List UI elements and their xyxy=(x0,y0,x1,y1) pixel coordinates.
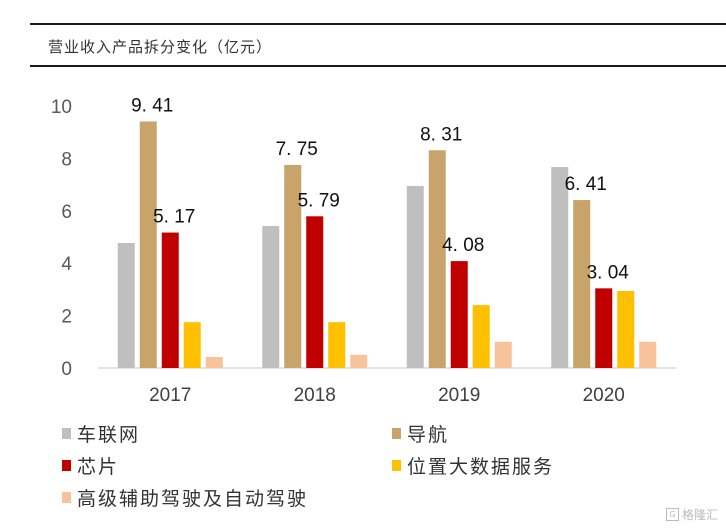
legend-swatch xyxy=(392,460,401,471)
y-tick-label: 4 xyxy=(61,254,72,275)
legend-item: 位置大数据服务 xyxy=(392,452,554,479)
title-bottom-rule xyxy=(30,65,726,67)
x-axis: 2017 2018 2019 2020 xyxy=(149,385,625,406)
legend-swatch xyxy=(392,428,401,439)
bar-2019-series-2 xyxy=(450,261,468,368)
legend-label: 芯片 xyxy=(77,456,120,478)
y-axis: 0 2 4 6 8 10 xyxy=(51,97,73,380)
bar-chart: 0 2 4 6 8 10 9. 41 5. 17 7. 75 5. 79 8. 31 4. 08 6.… xyxy=(51,95,676,406)
bar-2017-series-1 xyxy=(139,121,157,368)
data-label: 9. 41 xyxy=(131,95,173,116)
bar-2020-series-2 xyxy=(595,288,613,368)
bar-2017-series-3 xyxy=(183,322,201,368)
y-tick-label: 6 xyxy=(61,202,72,223)
y-tick-label: 2 xyxy=(61,307,72,328)
legend-label: 导航 xyxy=(407,424,450,446)
x-tick-label: 2017 xyxy=(149,385,191,406)
legend-swatch xyxy=(62,492,71,503)
bar-2019-series-0 xyxy=(406,185,424,368)
title-top-rule xyxy=(30,23,726,25)
bar-2018-series-0 xyxy=(262,225,280,368)
bar-2020-series-1 xyxy=(573,200,591,368)
legend-item: 导航 xyxy=(392,420,449,447)
legend-label: 高级辅助驾驶及自动驾驶 xyxy=(77,488,309,510)
bar-2017-series-0 xyxy=(117,243,135,368)
data-label: 4. 08 xyxy=(442,235,484,256)
data-label: 6. 41 xyxy=(565,174,607,195)
bar-2019-series-3 xyxy=(472,305,490,368)
watermark: G 格隆汇 xyxy=(665,506,718,523)
legend-label: 车联网 xyxy=(77,424,141,446)
y-tick-label: 10 xyxy=(51,97,72,118)
data-label: 5. 17 xyxy=(153,207,195,228)
data-label: 5. 79 xyxy=(298,190,340,211)
bar-2017-series-4 xyxy=(205,356,223,368)
y-tick-label: 8 xyxy=(61,149,72,170)
watermark-text: 格隆汇 xyxy=(681,508,718,522)
legend-swatch xyxy=(62,428,71,439)
legend-item: 高级辅助驾驶及自动驾驶 xyxy=(62,484,308,511)
x-tick-label: 2018 xyxy=(294,385,336,406)
y-tick-label: 0 xyxy=(61,359,72,380)
bar-2020-series-4 xyxy=(639,341,657,368)
legend-item: 芯片 xyxy=(62,452,119,479)
bar-2017-series-2 xyxy=(161,232,179,368)
data-label: 3. 04 xyxy=(587,262,630,283)
legend-swatch xyxy=(62,460,71,471)
bars-group xyxy=(117,121,657,368)
bar-2018-series-1 xyxy=(284,164,302,368)
data-labels-group: 9. 41 5. 17 7. 75 5. 79 8. 31 4. 08 6. 41 3. 04 xyxy=(131,95,629,283)
x-tick-label: 2019 xyxy=(438,385,480,406)
bar-2018-series-4 xyxy=(350,354,368,368)
gelonghui-logo-icon: G xyxy=(665,508,679,521)
bar-2019-series-1 xyxy=(428,150,446,368)
data-label: 8. 31 xyxy=(420,124,462,145)
bar-2020-series-3 xyxy=(617,290,635,368)
bar-2018-series-3 xyxy=(328,322,346,368)
bar-2020-series-0 xyxy=(551,167,569,368)
data-label: 7. 75 xyxy=(276,139,318,160)
legend-label: 位置大数据服务 xyxy=(407,456,555,478)
bar-2019-series-4 xyxy=(494,341,512,368)
chart-title: 营业收入产品拆分变化（亿元） xyxy=(48,38,273,56)
x-tick-label: 2020 xyxy=(583,385,625,406)
legend-item: 车联网 xyxy=(62,420,140,447)
bar-2018-series-2 xyxy=(306,216,324,368)
